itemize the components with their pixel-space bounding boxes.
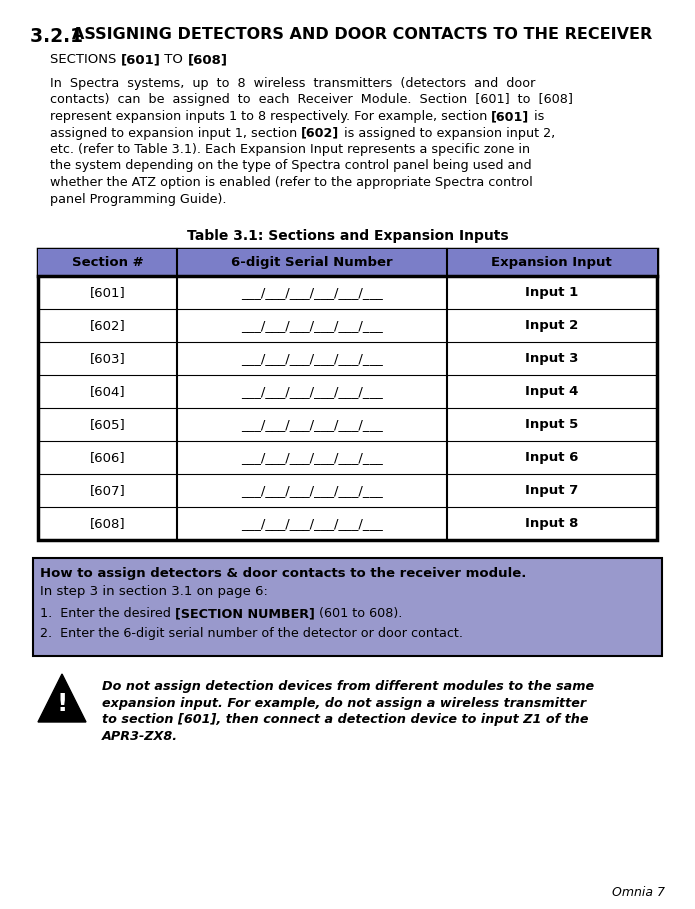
Text: assigned to expansion input 1, section: assigned to expansion input 1, section [50, 126, 301, 139]
Bar [38, 249, 657, 540]
Text: APR3-ZX8.: APR3-ZX8. [102, 730, 178, 743]
Text: Input 5: Input 5 [525, 418, 578, 431]
Text: !: ! [56, 692, 67, 715]
Text: whether the ATZ option is enabled (refer to the appropriate Spectra control: whether the ATZ option is enabled (refer… [50, 176, 533, 189]
Text: How to assign detectors & door contacts to the receiver module.: How to assign detectors & door contacts … [40, 567, 526, 580]
Text: [601]: [601] [491, 110, 530, 123]
Text: Input 3: Input 3 [525, 352, 578, 365]
Text: ___/___/___/___/___/___: ___/___/___/___/___/___ [241, 286, 383, 299]
Text: (601 to 608).: (601 to 608). [315, 607, 402, 620]
Text: 2.  Enter the 6-digit serial number of the detector or door contact.: 2. Enter the 6-digit serial number of th… [40, 627, 463, 640]
Text: ___/___/___/___/___/___: ___/___/___/___/___/___ [241, 385, 383, 398]
Text: [607]: [607] [90, 484, 126, 497]
Text: ___/___/___/___/___/___: ___/___/___/___/___/___ [241, 451, 383, 464]
Text: [602]: [602] [90, 319, 126, 332]
Text: Omnia 7: Omnia 7 [612, 886, 665, 899]
Text: Input 2: Input 2 [525, 319, 578, 332]
Text: Input 1: Input 1 [525, 286, 578, 299]
Text: 3.2.1: 3.2.1 [30, 27, 90, 46]
Text: the system depending on the type of Spectra control panel being used and: the system depending on the type of Spec… [50, 159, 532, 173]
Text: ___/___/___/___/___/___: ___/___/___/___/___/___ [241, 352, 383, 365]
Text: Input 4: Input 4 [525, 385, 578, 398]
Text: ___/___/___/___/___/___: ___/___/___/___/___/___ [241, 517, 383, 530]
Bar [38, 249, 657, 276]
Text: Input 8: Input 8 [525, 517, 578, 530]
Text: etc. (refer to Table 3.1). Each Expansion Input represents a specific zone in: etc. (refer to Table 3.1). Each Expansio… [50, 143, 530, 156]
Text: [604]: [604] [90, 385, 126, 398]
Polygon shape [38, 674, 86, 722]
Text: Do not assign detection devices from different modules to the same: Do not assign detection devices from dif… [102, 680, 594, 693]
Text: ___/___/___/___/___/___: ___/___/___/___/___/___ [241, 418, 383, 431]
Text: contacts)  can  be  assigned  to  each  Receiver  Module.  Section  [601]  to  [: contacts) can be assigned to each Receiv… [50, 94, 573, 106]
Text: Expansion Input: Expansion Input [491, 256, 612, 269]
Text: [601]: [601] [90, 286, 126, 299]
Text: is assigned to expansion input 2,: is assigned to expansion input 2, [339, 126, 555, 139]
Text: ___/___/___/___/___/___: ___/___/___/___/___/___ [241, 484, 383, 497]
Text: [605]: [605] [90, 418, 126, 431]
Bar [33, 558, 662, 656]
Text: In step 3 in section 3.1 on page 6:: In step 3 in section 3.1 on page 6: [40, 585, 268, 598]
Text: [SECTION NUMBER]: [SECTION NUMBER] [175, 607, 315, 620]
Text: ASSIGNING DETECTORS AND DOOR CONTACTS TO THE RECEIVER: ASSIGNING DETECTORS AND DOOR CONTACTS TO… [72, 27, 652, 42]
Text: is: is [530, 110, 544, 123]
Text: In  Spectra  systems,  up  to  8  wireless  transmitters  (detectors  and  door: In Spectra systems, up to 8 wireless tra… [50, 77, 535, 90]
Text: [601]: [601] [121, 53, 161, 66]
Text: [602]: [602] [301, 126, 339, 139]
Text: Section #: Section # [72, 256, 143, 269]
Text: [608]: [608] [188, 53, 228, 66]
Text: Table 3.1: Sections and Expansion Inputs: Table 3.1: Sections and Expansion Inputs [187, 229, 508, 243]
Text: represent expansion inputs 1 to 8 respectively. For example, section: represent expansion inputs 1 to 8 respec… [50, 110, 491, 123]
Text: [608]: [608] [90, 517, 126, 530]
Text: 1.  Enter the desired: 1. Enter the desired [40, 607, 175, 620]
Text: [603]: [603] [90, 352, 126, 365]
Text: ___/___/___/___/___/___: ___/___/___/___/___/___ [241, 319, 383, 332]
Text: panel Programming Guide).: panel Programming Guide). [50, 193, 227, 205]
Text: TO: TO [161, 53, 188, 66]
Text: Input 7: Input 7 [525, 484, 578, 497]
Text: expansion input. For example, do not assign a wireless transmitter: expansion input. For example, do not ass… [102, 696, 586, 710]
Text: SECTIONS: SECTIONS [50, 53, 121, 66]
Text: 6-digit Serial Number: 6-digit Serial Number [231, 256, 393, 269]
Text: [606]: [606] [90, 451, 126, 464]
Text: to section [601], then connect a detection device to input Z1 of the: to section [601], then connect a detecti… [102, 713, 589, 726]
Text: Input 6: Input 6 [525, 451, 578, 464]
